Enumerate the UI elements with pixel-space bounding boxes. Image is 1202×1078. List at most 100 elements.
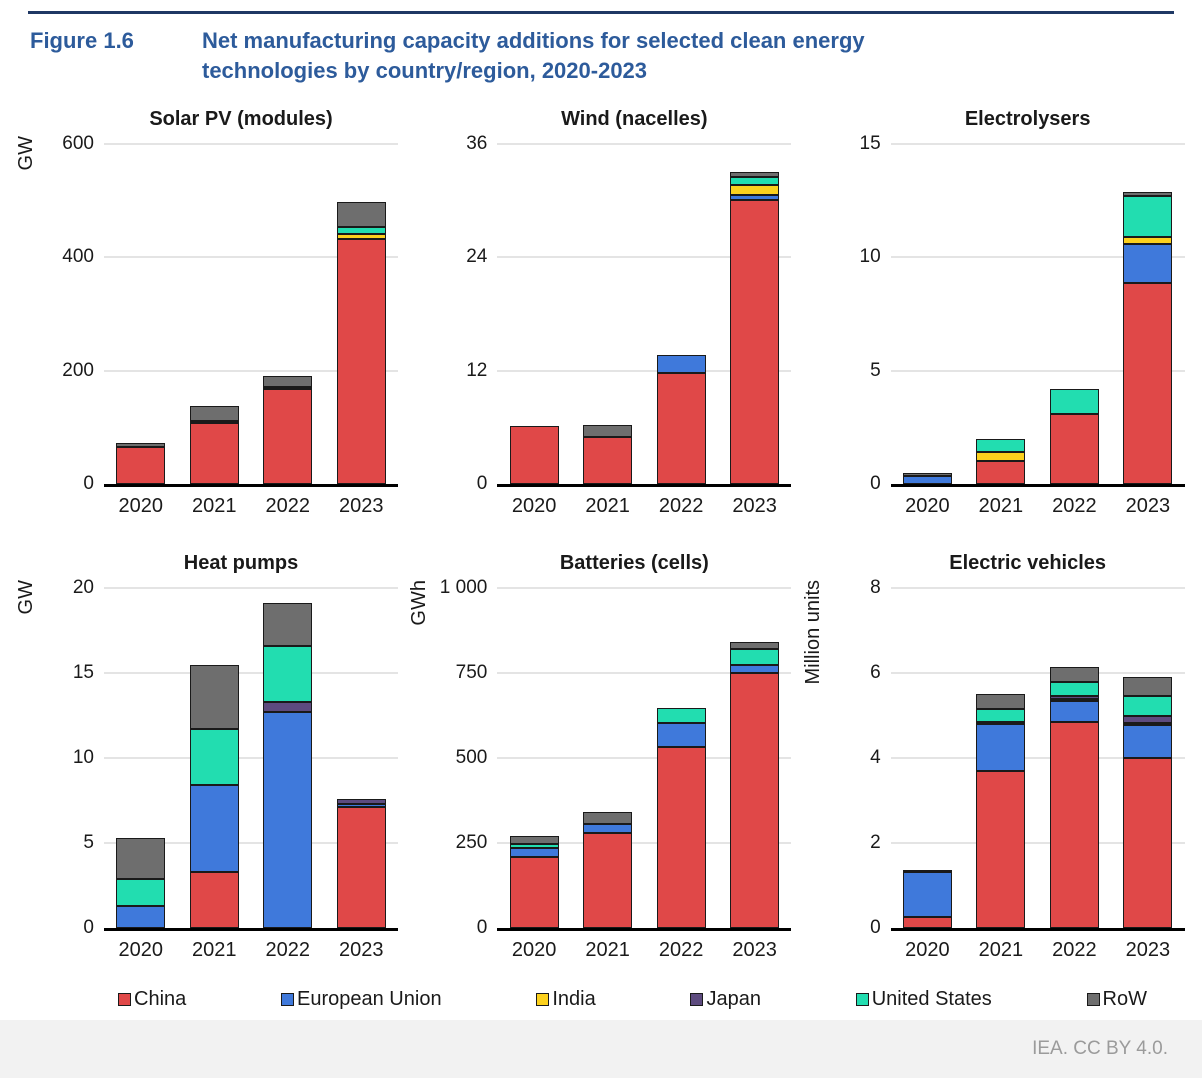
gridline (497, 672, 792, 674)
x-tick-label: 2023 (732, 495, 777, 517)
segment-japan (902, 869, 952, 872)
x-tick-label: 2022 (265, 939, 311, 961)
segment-row (336, 201, 386, 227)
x-tick-label: 2023 (1125, 495, 1171, 517)
gridline (890, 143, 1185, 145)
segment-china (902, 916, 952, 928)
segment-european-union (656, 722, 706, 747)
segment-united-states (189, 729, 239, 786)
legend-swatch-india (536, 993, 550, 1006)
x-tick-label: 2020 (118, 939, 164, 961)
chart-electric-vehicles: Electric vehicles Million units 0 2 4 6 8 20… (801, 552, 1185, 962)
segment-european-union (730, 664, 780, 673)
x-tick-label: 2020 (905, 495, 950, 517)
chart-body: GW 0 200 400 600 (14, 133, 398, 494)
x-tick-label: 2022 (658, 495, 704, 517)
x-tick-label: 2020 (511, 939, 557, 961)
y-tick-label: 10 (72, 747, 94, 768)
y-axis-ticks: 0 12 24 36 (433, 133, 497, 494)
chart-body: 0 5 10 15 (801, 133, 1185, 494)
segment-european-union (656, 354, 706, 373)
bar-2021 (189, 405, 239, 484)
segment-china (263, 389, 313, 484)
segment-row (1049, 667, 1099, 683)
segment-india (1049, 698, 1099, 701)
y-tick-label: 5 (83, 832, 94, 853)
bar-2021 (976, 694, 1026, 928)
attribution-text: IEA. CC BY 4.0. (1032, 1038, 1168, 1059)
y-tick-label: 4 (870, 747, 881, 768)
x-tick-label: 2021 (585, 939, 630, 961)
y-tick-label: 15 (859, 133, 881, 154)
segment-japan (336, 798, 386, 804)
chart-title: Electric vehicles (949, 552, 1107, 574)
figure-title: Net manufacturing capacity additions for… (202, 26, 1172, 86)
y-axis-ticks: 0 200 400 600 (40, 133, 104, 494)
legend-label: India (552, 988, 596, 1010)
segment-china (116, 447, 166, 484)
y-tick-label: 10 (859, 246, 881, 268)
y-axis-ticks: 0 5 10 15 20 (40, 577, 104, 938)
legend-item-india: India (536, 988, 596, 1011)
x-tick-label: 2023 (732, 939, 777, 961)
bar-2022 (263, 375, 313, 484)
segment-united-states (730, 648, 780, 665)
legend-item-japan: Japan (690, 988, 761, 1011)
segment-european-union (336, 803, 386, 808)
y-tick-label: 12 (466, 359, 488, 381)
x-tick-label: 2021 (978, 939, 1024, 961)
segment-china (189, 423, 239, 484)
segment-row (116, 837, 166, 879)
segment-european-union (189, 785, 239, 872)
segment-row (1123, 191, 1173, 197)
segment-china (1049, 413, 1099, 484)
segment-united-states (336, 226, 386, 234)
y-tick-label: 200 (62, 359, 94, 381)
bar-2020 (902, 869, 952, 928)
x-tick-label: 2020 (905, 939, 950, 961)
segment-china (730, 199, 780, 484)
x-axis-labels: 2020 2021 2022 2023 (891, 939, 1185, 962)
segment-china (976, 770, 1026, 928)
x-tick-label: 2023 (1125, 939, 1171, 961)
bar-2023 (336, 798, 386, 928)
segment-japan (1049, 696, 1099, 699)
segment-china (189, 871, 239, 928)
gridline (497, 757, 792, 759)
gridline (497, 369, 792, 372)
segment-japan (1123, 716, 1173, 724)
segment-row (263, 603, 313, 646)
x-axis-labels: 2020 2021 2022 2023 (104, 939, 398, 962)
segment-european-union (509, 848, 559, 857)
segment-european-union (902, 871, 952, 917)
bar-2022 (263, 603, 313, 928)
y-tick-label: 0 (870, 473, 881, 494)
segment-india (730, 185, 780, 195)
segment-united-states (1123, 196, 1173, 237)
bar-2020 (509, 426, 559, 484)
gridline (104, 143, 398, 145)
x-axis-labels: 2020 2021 2022 2023 (891, 495, 1185, 518)
segment-row (189, 664, 239, 730)
gridline (497, 842, 792, 844)
gridline (104, 587, 398, 589)
legend-item-china: China (118, 988, 186, 1011)
y-axis-unit (801, 144, 827, 487)
gridline (497, 256, 792, 259)
legend-item-european-union: European Union (281, 988, 442, 1011)
chart-title: Wind (nacelles) (561, 108, 708, 130)
y-tick-label: 1 000 (439, 577, 488, 598)
bar-2022 (656, 707, 706, 928)
segment-china (1123, 283, 1173, 484)
gridline (104, 369, 398, 372)
y-tick-label: 0 (476, 917, 488, 938)
x-tick-label: 2020 (118, 495, 164, 517)
segment-united-states (1123, 696, 1173, 717)
segment-row (509, 836, 559, 844)
y-tick-label: 6 (870, 662, 881, 683)
bar-2023 (1123, 191, 1173, 484)
segment-row (583, 424, 633, 437)
y-axis-unit: GW (15, 136, 37, 171)
segment-china (583, 832, 633, 928)
segment-india (1123, 723, 1173, 726)
